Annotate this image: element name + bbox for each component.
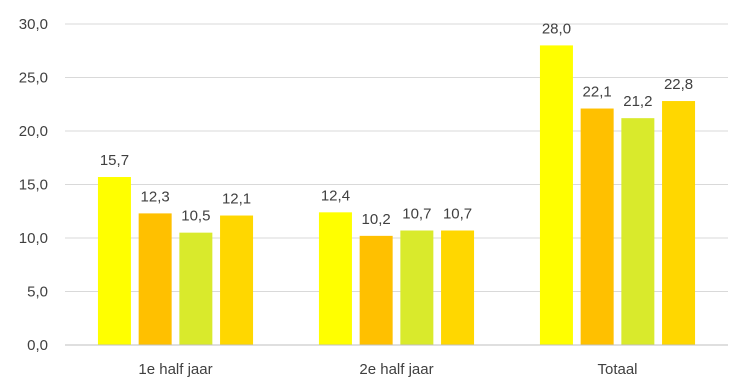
bar — [621, 118, 655, 345]
bar — [138, 213, 172, 345]
y-tick-label: 15,0 — [19, 177, 48, 194]
bar — [441, 230, 475, 345]
bar — [359, 235, 393, 345]
bar — [220, 215, 254, 345]
data-label: 10,7 — [443, 206, 472, 223]
y-axis-tick-labels: 0,0 5,0 10,0 15,0 20,0 25,0 30,0 — [19, 16, 48, 354]
y-tick-label: 0,0 — [27, 337, 48, 354]
gridlines — [65, 23, 728, 292]
bar — [179, 232, 213, 345]
data-label: 21,2 — [623, 93, 652, 110]
y-tick-label: 10,0 — [19, 230, 48, 247]
bar — [318, 212, 352, 345]
bar — [400, 230, 434, 345]
data-label: 10,7 — [402, 206, 431, 223]
data-label: 15,7 — [100, 152, 129, 169]
x-axis-category-labels: 1e half jaar 2e half jaar Totaal — [138, 361, 637, 378]
x-category-label: 1e half jaar — [138, 361, 212, 378]
bar — [539, 45, 573, 346]
data-label: 12,4 — [321, 187, 350, 204]
data-label: 22,8 — [664, 76, 693, 93]
bar — [580, 108, 614, 345]
data-label: 12,1 — [222, 191, 251, 208]
y-tick-label: 20,0 — [19, 123, 48, 140]
bars — [97, 45, 696, 346]
bar — [97, 177, 131, 345]
bar — [662, 101, 696, 345]
data-label: 12,3 — [141, 188, 170, 205]
y-tick-label: 5,0 — [27, 284, 48, 301]
x-category-label: Totaal — [597, 361, 637, 378]
x-category-label: 2e half jaar — [359, 361, 433, 378]
y-tick-label: 30,0 — [19, 16, 48, 33]
y-tick-label: 25,0 — [19, 70, 48, 87]
data-label: 10,2 — [362, 211, 391, 228]
data-label: 28,0 — [542, 20, 571, 37]
data-labels: 15,7 12,3 10,5 12,1 12,4 10,2 10,7 10,7 28,0 22,1… — [100, 20, 693, 227]
data-label: 22,1 — [583, 84, 612, 101]
data-label: 10,5 — [181, 208, 210, 225]
